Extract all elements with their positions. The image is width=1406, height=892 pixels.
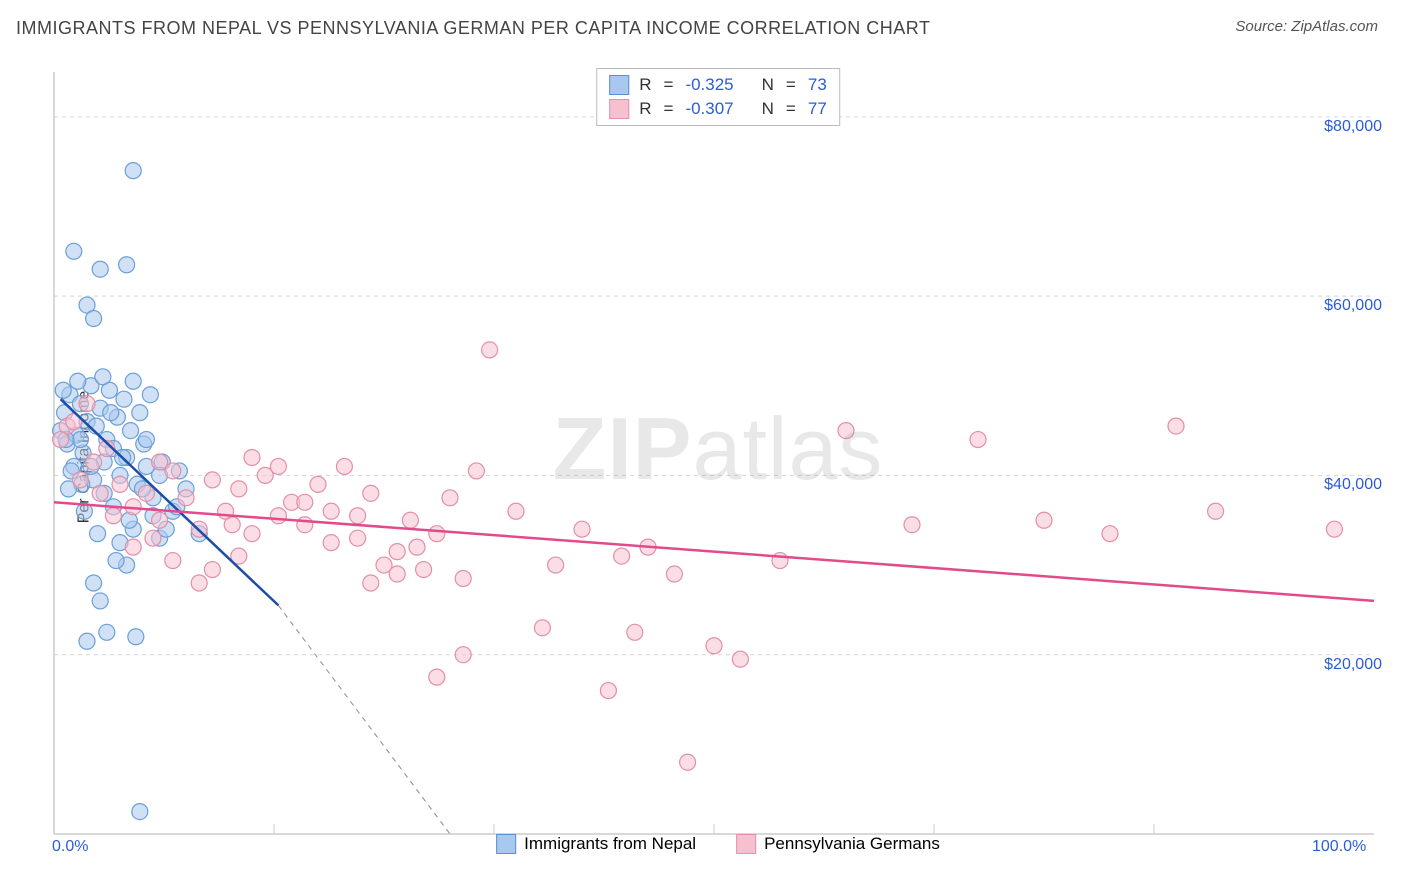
stats-legend: R=-0.325N=73R=-0.307N=77 bbox=[596, 68, 840, 126]
chart-title: IMMIGRANTS FROM NEPAL VS PENNSYLVANIA GE… bbox=[16, 18, 930, 39]
y-tick-label: $80,000 bbox=[1324, 118, 1382, 136]
x-tick-label: 0.0% bbox=[52, 838, 88, 856]
y-tick-label: $20,000 bbox=[1324, 656, 1382, 674]
source-attribution: Source: ZipAtlas.com bbox=[1235, 18, 1378, 35]
y-tick-label: $40,000 bbox=[1324, 476, 1382, 494]
legend-stat-row: R=-0.307N=77 bbox=[609, 97, 827, 121]
legend-swatch bbox=[736, 834, 756, 854]
chart-container: Per Capita Income ZIPatlas R=-0.325N=73R… bbox=[48, 62, 1388, 852]
y-tick-label: $60,000 bbox=[1324, 297, 1382, 315]
legend-swatch bbox=[609, 75, 629, 95]
legend-swatch bbox=[609, 99, 629, 119]
series-legend: Immigrants from Nepal Pennsylvania German… bbox=[496, 834, 940, 854]
legend-stat-row: R=-0.325N=73 bbox=[609, 73, 827, 97]
legend-label: Pennsylvania Germans bbox=[764, 834, 940, 854]
legend-label: Immigrants from Nepal bbox=[524, 834, 696, 854]
legend-item: Immigrants from Nepal bbox=[496, 834, 696, 854]
scatter-chart bbox=[48, 62, 1388, 852]
legend-swatch bbox=[496, 834, 516, 854]
x-tick-label: 100.0% bbox=[1312, 838, 1366, 856]
legend-item: Pennsylvania Germans bbox=[736, 834, 940, 854]
